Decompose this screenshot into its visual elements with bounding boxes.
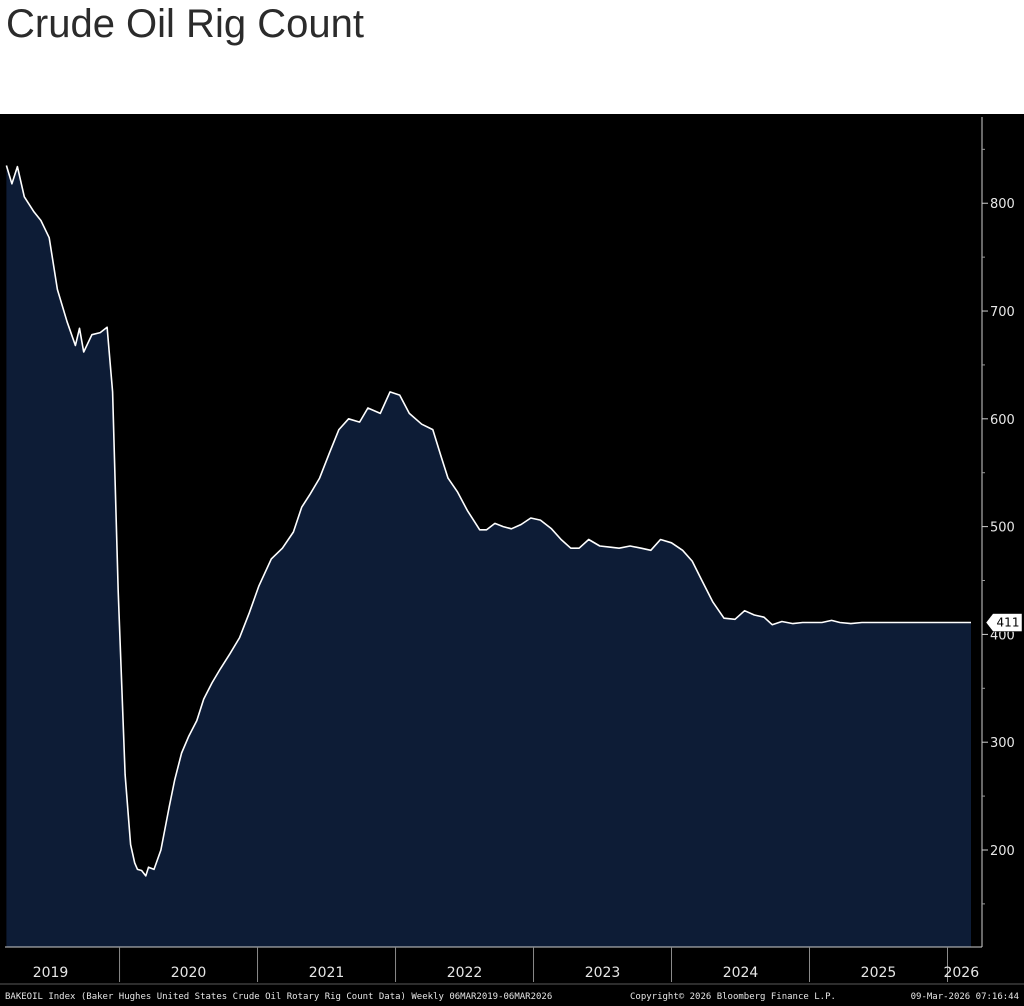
x-tick-label: 2025 <box>861 965 897 981</box>
x-tick-label: 2023 <box>585 965 621 981</box>
y-axis: 200 300 400 500 600 700 800 <box>981 117 1015 947</box>
last-value-group: 411 <box>985 613 1023 632</box>
chart-footer: BAKEOIL Index (Baker Hughes United State… <box>5 992 1019 1002</box>
x-tick-label: 2019 <box>33 965 69 981</box>
last-value-marker <box>985 613 1023 632</box>
y-tick-label: 600 <box>990 413 1015 428</box>
chart-frame: 200 300 400 500 600 700 800 2019 2020 2021 2022 20… <box>0 114 1024 1006</box>
series-line <box>5 165 971 877</box>
y-tick-label: 200 <box>990 844 1015 859</box>
area-layer <box>5 165 971 947</box>
x-tick-label: 2024 <box>723 965 759 981</box>
x-tick-label: 2021 <box>309 965 345 981</box>
y-tick-label: 400 <box>990 628 1015 643</box>
x-tick-label: 2026 <box>943 965 979 981</box>
footer-timestamp: 09-Mar-2026 07:16:44 <box>911 992 1019 1002</box>
page-title: Crude Oil Rig Count <box>6 2 364 46</box>
series-area-fill <box>6 165 971 947</box>
footer-source: BAKEOIL Index (Baker Hughes United State… <box>5 992 552 1002</box>
x-tick-label: 2020 <box>171 965 207 981</box>
y-tick-label: 300 <box>990 736 1015 751</box>
y-tick-label: 800 <box>990 197 1015 212</box>
y-tick-label: 700 <box>990 305 1015 320</box>
last-value-label: 411 <box>997 616 1020 630</box>
y-tick-label: 500 <box>990 521 1015 536</box>
x-tick-label: 2022 <box>447 965 483 981</box>
footer-copyright: Copyright© 2026 Bloomberg Finance L.P. <box>630 992 836 1002</box>
x-axis: 2019 2020 2021 2022 2023 2024 2025 2026 <box>0 946 1024 985</box>
